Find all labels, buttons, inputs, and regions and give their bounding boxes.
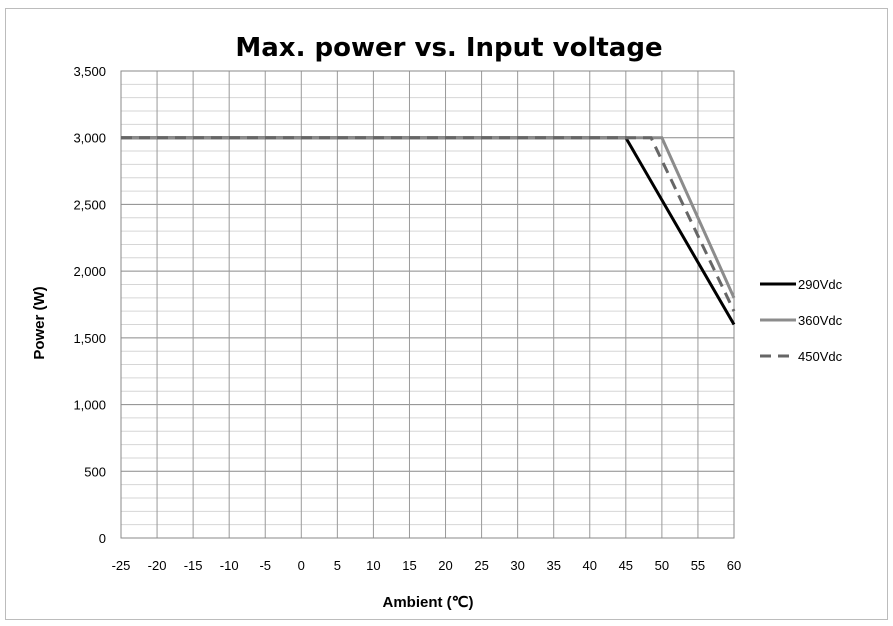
x-tick-label: 25 xyxy=(474,558,488,573)
x-tick-label: 10 xyxy=(366,558,380,573)
tick-labels: -25 -20 -15 -10 -5 0 5 10 15 20 25 30 35 40 45 50 55 60 0 5… xyxy=(73,64,741,573)
x-tick-label: 0 xyxy=(298,558,305,573)
series-layer xyxy=(121,136,736,326)
y-tick-label: 2,000 xyxy=(73,264,106,279)
y-axis-title: Power (W) xyxy=(31,286,48,359)
legend-label: 450Vdc xyxy=(798,349,843,364)
x-tick-label: 30 xyxy=(510,558,524,573)
x-tick-label: 15 xyxy=(402,558,416,573)
x-tick-label: 45 xyxy=(619,558,633,573)
x-tick-label: -25 xyxy=(112,558,131,573)
x-tick-label: 60 xyxy=(727,558,741,573)
chart-frame xyxy=(5,8,888,620)
x-tick-label: -15 xyxy=(184,558,203,573)
y-tick-label: 3,000 xyxy=(73,131,106,146)
legend: 290Vdc 360Vdc 450Vdc xyxy=(760,277,843,364)
y-tick-label: 1,000 xyxy=(73,398,106,413)
x-tick-label: -20 xyxy=(148,558,167,573)
x-tick-label: 50 xyxy=(655,558,669,573)
y-tick-label: 0 xyxy=(99,531,106,546)
y-tick-label: 3,500 xyxy=(73,64,106,79)
x-tick-label: -10 xyxy=(220,558,239,573)
legend-label: 360Vdc xyxy=(798,313,843,328)
x-tick-label: 55 xyxy=(691,558,705,573)
plot-border xyxy=(120,70,735,539)
x-tick-label: -5 xyxy=(259,558,271,573)
legend-label: 290Vdc xyxy=(798,277,843,292)
y-tick-label: 500 xyxy=(84,464,106,479)
y-tick-label: 2,500 xyxy=(73,197,106,212)
x-tick-label: 5 xyxy=(334,558,341,573)
x-tick-label: 35 xyxy=(546,558,560,573)
x-tick-label: 20 xyxy=(438,558,452,573)
x-axis-title: Ambient (℃) xyxy=(382,594,473,611)
x-tick-label: 40 xyxy=(583,558,597,573)
y-tick-label: 1,500 xyxy=(73,331,106,346)
series-line-450Vdc xyxy=(121,136,736,312)
chart-title: Max. power vs. Input voltage xyxy=(235,33,662,63)
grid-lines xyxy=(120,70,735,539)
